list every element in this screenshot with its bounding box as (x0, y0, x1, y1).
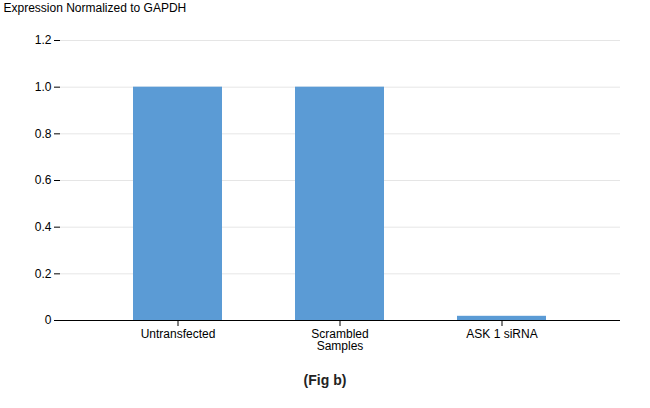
svg-text:0.2: 0.2 (35, 267, 52, 281)
svg-text:0: 0 (45, 313, 52, 327)
svg-text:ASK 1 siRNA: ASK 1 siRNA (466, 327, 537, 341)
svg-text:0.8: 0.8 (35, 127, 52, 141)
svg-text:0.4: 0.4 (35, 220, 52, 234)
svg-text:1.2: 1.2 (35, 33, 52, 47)
svg-text:ScrambledSamples: ScrambledSamples (311, 327, 368, 353)
svg-text:Expression Normalized to GAPDH: Expression Normalized to GAPDH (4, 1, 187, 15)
svg-text:Untransfected: Untransfected (141, 327, 216, 341)
svg-text:0.6: 0.6 (35, 173, 52, 187)
html-text:(Fig b): (Fig b) (303, 372, 347, 388)
svg-text:1.0: 1.0 (35, 80, 52, 94)
